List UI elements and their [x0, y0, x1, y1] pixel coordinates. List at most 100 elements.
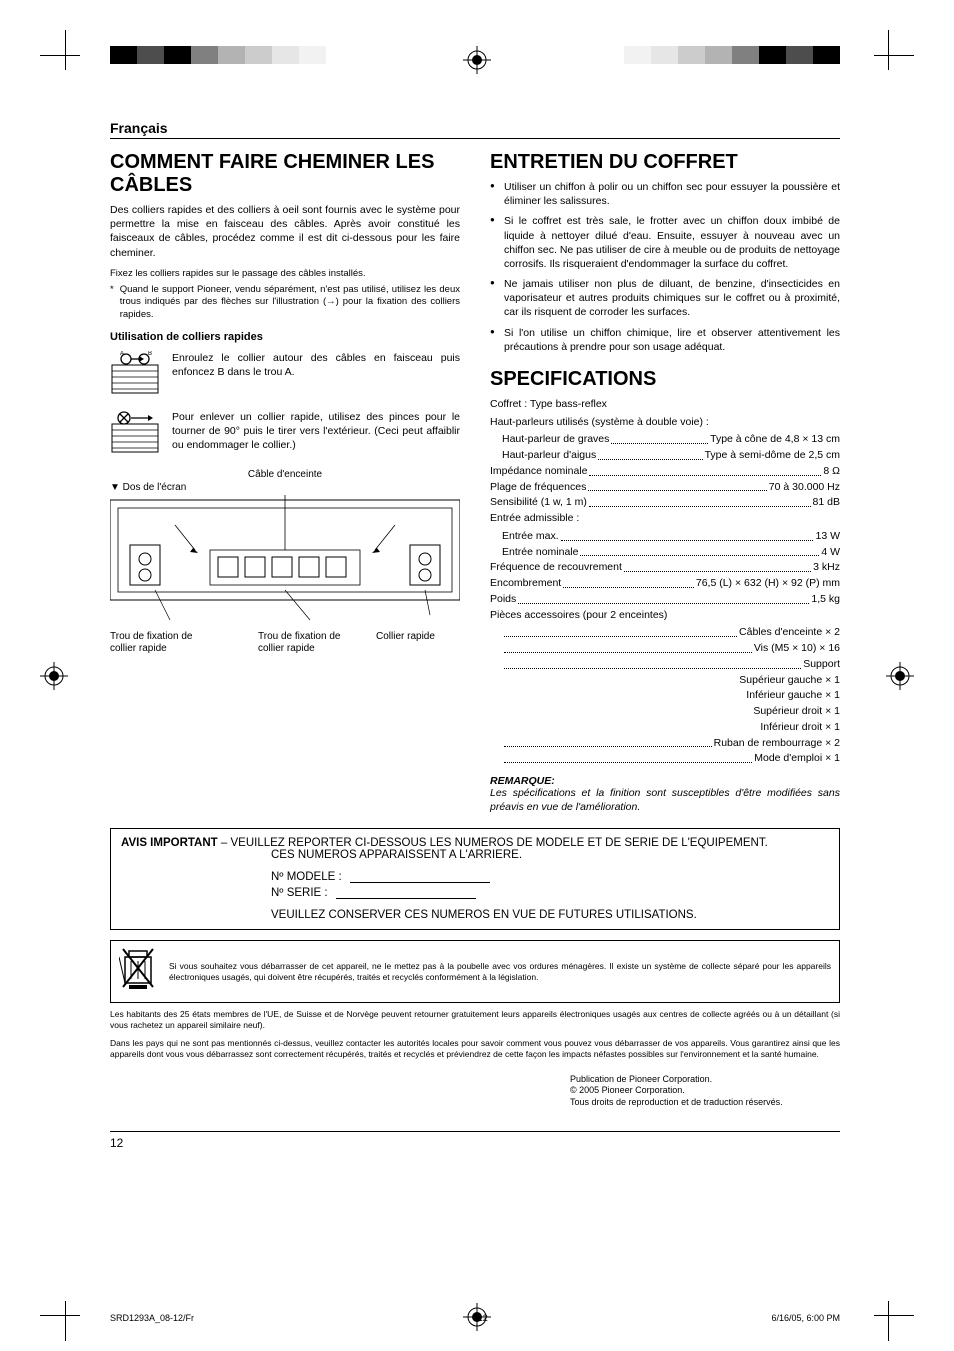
- spec-dots: [561, 529, 814, 541]
- spec-value: Support: [803, 657, 840, 673]
- notice-line1: – VEUILLEZ REPORTER CI-DESSOUS LES NUMER…: [221, 837, 768, 849]
- spec-dots: [504, 641, 752, 653]
- maintenance-heading: ENTRETIEN DU COFFRET: [490, 151, 840, 174]
- registration-mark-left: [40, 662, 68, 690]
- spec-dots: [580, 545, 819, 557]
- spec-label: Encombrement: [490, 576, 561, 592]
- model-label: Nº MODELE :: [271, 871, 342, 883]
- serial-label: Nº SERIE :: [271, 887, 328, 899]
- right-column: ENTRETIEN DU COFFRET Utiliser un chiffon…: [490, 151, 840, 814]
- spec-dots: [504, 736, 712, 748]
- spec-value: 13 W: [815, 529, 840, 545]
- serial-underline: [336, 898, 476, 899]
- notice-line2: CES NUMEROS APPARAISSENT A L'ARRIERE.: [121, 849, 522, 861]
- crop-mark-tl: [40, 30, 90, 80]
- spec-dots: [624, 560, 811, 572]
- left-column: COMMENT FAIRE CHEMINER LES CÂBLES Des co…: [110, 151, 460, 814]
- tie-text-1: Enroulez le collier autour des câbles en…: [172, 351, 460, 400]
- print-footer: SRD1293A_08-12/Fr 12 6/16/05, 6:00 PM: [110, 1313, 840, 1323]
- tie-icon-insert: A B: [110, 351, 160, 400]
- back-label: ▼ Dos de l'écran: [110, 482, 460, 493]
- spec-acc-intro: Pièces accessoires (pour 2 enceintes): [490, 608, 840, 624]
- rear-panel-diagram: Câble d'enceinte ▼ Dos de l'écran: [110, 469, 460, 655]
- copyright-l1: Publication de Pioneer Corporation.: [570, 1074, 840, 1086]
- spec-line: Entrée nominale 4 W: [490, 545, 840, 561]
- tie-label: Collier rapide: [376, 631, 436, 655]
- spec-right-only: Supérieur droit × 1: [490, 704, 840, 720]
- spec-value: Câbles d'enceinte × 2: [739, 625, 840, 641]
- footer-right: 6/16/05, 6:00 PM: [771, 1313, 840, 1323]
- spec-value: 1,5 kg: [811, 592, 840, 608]
- maintenance-bullet: Ne jamais utiliser non plus de diluant, …: [490, 277, 840, 320]
- spec-dots: [504, 657, 801, 669]
- spec-line: Ruban de rembourrage × 2: [490, 736, 840, 752]
- tie-row-2: Pour enlever un collier rapide, utilisez…: [110, 410, 460, 459]
- language-header: Français: [110, 120, 840, 139]
- spec-entry-intro: Entrée admissible :: [490, 511, 840, 527]
- spec-line: Support: [490, 657, 840, 673]
- maintenance-bullet: Si l'on utilise un chiffon chimique, lir…: [490, 326, 840, 354]
- footer-center: 12: [478, 1313, 488, 1323]
- color-bar-top-left: [110, 46, 330, 64]
- note-asterisk: *: [110, 284, 114, 321]
- specs-heading: SPECIFICATIONS: [490, 368, 840, 391]
- spec-label: Poids: [490, 592, 516, 608]
- spec-dots: [611, 432, 708, 444]
- crop-mark-bl: [40, 1291, 90, 1341]
- spec-line: Plage de fréquences70 à 30.000 Hz: [490, 480, 840, 496]
- notice-label: AVIS IMPORTANT: [121, 837, 218, 849]
- spec-line: Poids 1,5 kg: [490, 592, 840, 608]
- remarque-title: REMARQUE:: [490, 775, 840, 787]
- spec-value: Type à semi-dôme de 2,5 cm: [705, 448, 840, 464]
- crop-mark-br: [864, 1291, 914, 1341]
- spec-line: Vis (M5 × 10) × 16: [490, 641, 840, 657]
- spec-label: Entrée nominale: [502, 545, 578, 561]
- spec-label: Entrée max.: [502, 529, 559, 545]
- note-text: Quand le support Pioneer, vendu séparéme…: [120, 284, 460, 321]
- spec-value: Vis (M5 × 10) × 16: [754, 641, 840, 657]
- copyright-block: Publication de Pioneer Corporation. © 20…: [110, 1074, 840, 1109]
- recycle-box: Si vous souhaitez vous débarrasser de ce…: [110, 940, 840, 1003]
- spec-dots: [563, 576, 694, 588]
- remarque-body: Les spécifications et la finition sont s…: [490, 787, 840, 814]
- spec-label: Sensibilité (1 w, 1 m): [490, 495, 587, 511]
- registration-mark-top: [463, 46, 491, 74]
- color-bar-top-right: [624, 46, 844, 64]
- maintenance-bullet: Utiliser un chiffon à polir ou un chiffo…: [490, 180, 840, 208]
- spec-value: Type à cône de 4,8 × 13 cm: [710, 432, 840, 448]
- hole-label-1: Trou de fixation de collier rapide: [110, 631, 220, 655]
- spec-label: Haut-parleur d'aigus: [502, 448, 596, 464]
- spec-dots: [598, 448, 702, 460]
- recycle-below-2: Dans les pays qui ne sont pas mentionnés…: [110, 1038, 840, 1060]
- recycle-bin-icon: [119, 947, 157, 996]
- svg-text:A: A: [120, 351, 124, 357]
- notice-keep: VEUILLEZ CONSERVER CES NUMEROS EN VUE DE…: [121, 909, 829, 921]
- footer-left: SRD1293A_08-12/Fr: [110, 1313, 194, 1323]
- recycle-below-1: Les habitants des 25 états membres de l'…: [110, 1009, 840, 1031]
- spec-value: 4 W: [821, 545, 840, 561]
- spec-dots: [589, 495, 811, 507]
- tie-icon-remove: [110, 410, 160, 459]
- spec-coffret: Coffret : Type bass-reflex: [490, 397, 840, 413]
- page-content: Français COMMENT FAIRE CHEMINER LES CÂBL…: [110, 120, 840, 1150]
- spec-value: 81 dB: [813, 495, 840, 511]
- spec-line: Haut-parleur de graves Type à cône de 4,8…: [490, 432, 840, 448]
- cables-intro: Des colliers rapides et des colliers à o…: [110, 203, 460, 260]
- spec-dots: [504, 625, 737, 637]
- spec-right-only: Inférieur droit × 1: [490, 720, 840, 736]
- spec-value: Ruban de rembourrage × 2: [714, 736, 840, 752]
- spec-right-only: Supérieur gauche × 1: [490, 673, 840, 689]
- spec-label: Haut-parleur de graves: [502, 432, 609, 448]
- spec-value: Mode d'emploi × 1: [754, 751, 840, 767]
- maintenance-bullets: Utiliser un chiffon à polir ou un chiffo…: [490, 180, 840, 354]
- cables-heading: COMMENT FAIRE CHEMINER LES CÂBLES: [110, 151, 460, 197]
- spec-dots: [504, 751, 752, 763]
- spec-value: 76,5 (L) × 632 (H) × 92 (P) mm: [696, 576, 840, 592]
- copyright-l2: © 2005 Pioneer Corporation.: [570, 1085, 840, 1097]
- spec-line: Mode d'emploi × 1: [490, 751, 840, 767]
- crop-mark-tr: [864, 30, 914, 80]
- copyright-l3: Tous droits de reproduction et de traduc…: [570, 1097, 840, 1109]
- spec-line: Fréquence de recouvrement3 kHz: [490, 560, 840, 576]
- spec-line: Sensibilité (1 w, 1 m) 81 dB: [490, 495, 840, 511]
- tie-row-1: A B Enroulez le collier autour des câble…: [110, 351, 460, 400]
